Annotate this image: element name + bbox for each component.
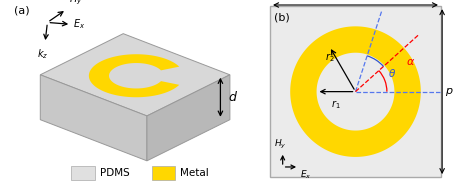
Polygon shape xyxy=(290,26,421,157)
Text: $E_x$: $E_x$ xyxy=(73,17,86,31)
Text: $d$: $d$ xyxy=(228,90,237,104)
Text: Metal: Metal xyxy=(180,168,209,178)
Text: $H_y$: $H_y$ xyxy=(69,0,82,7)
Bar xyxy=(152,166,175,180)
Text: $r_2$: $r_2$ xyxy=(325,51,335,64)
Text: (a): (a) xyxy=(14,6,30,16)
Text: $k_z$: $k_z$ xyxy=(37,47,48,61)
Bar xyxy=(71,166,95,180)
Polygon shape xyxy=(147,75,230,161)
Text: $\theta$: $\theta$ xyxy=(388,67,396,79)
Polygon shape xyxy=(40,75,147,161)
Text: $H_y$: $H_y$ xyxy=(274,138,286,151)
Polygon shape xyxy=(40,34,230,116)
Text: $p$: $p$ xyxy=(351,0,360,2)
Polygon shape xyxy=(89,54,179,97)
Text: (b): (b) xyxy=(274,13,290,22)
Text: $\alpha$: $\alpha$ xyxy=(406,56,415,67)
Text: PDMS: PDMS xyxy=(100,168,129,178)
Text: $E_x$: $E_x$ xyxy=(300,168,312,181)
Text: $p$: $p$ xyxy=(445,86,453,98)
Text: $r_1$: $r_1$ xyxy=(331,98,341,111)
